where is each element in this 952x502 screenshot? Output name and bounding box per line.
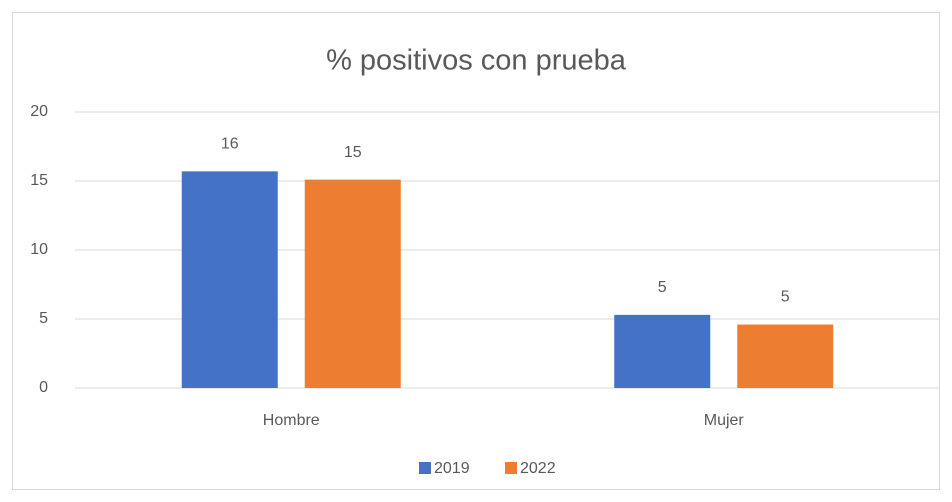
y-tick-label: 10 <box>30 241 48 258</box>
x-tick-label: Hombre <box>263 412 320 429</box>
y-tick-label: 15 <box>30 172 48 189</box>
legend-label: 2022 <box>520 460 556 477</box>
y-tick-label: 20 <box>30 103 48 120</box>
data-label: 16 <box>221 136 239 153</box>
bar <box>614 314 711 388</box>
data-label: 5 <box>658 279 667 296</box>
legend-swatch <box>505 462 517 474</box>
data-label: 15 <box>344 144 362 161</box>
bar <box>181 171 278 388</box>
legend-swatch <box>419 462 431 474</box>
legend-label: 2019 <box>434 460 470 477</box>
data-label: 5 <box>781 289 790 306</box>
y-tick-label: 5 <box>39 310 48 327</box>
y-tick-label: 0 <box>39 379 48 396</box>
chart-title: % positivos con prueba <box>326 45 627 77</box>
bar <box>304 179 401 388</box>
x-tick-label: Mujer <box>704 412 745 429</box>
bar <box>737 324 834 388</box>
chart-border <box>12 12 940 490</box>
